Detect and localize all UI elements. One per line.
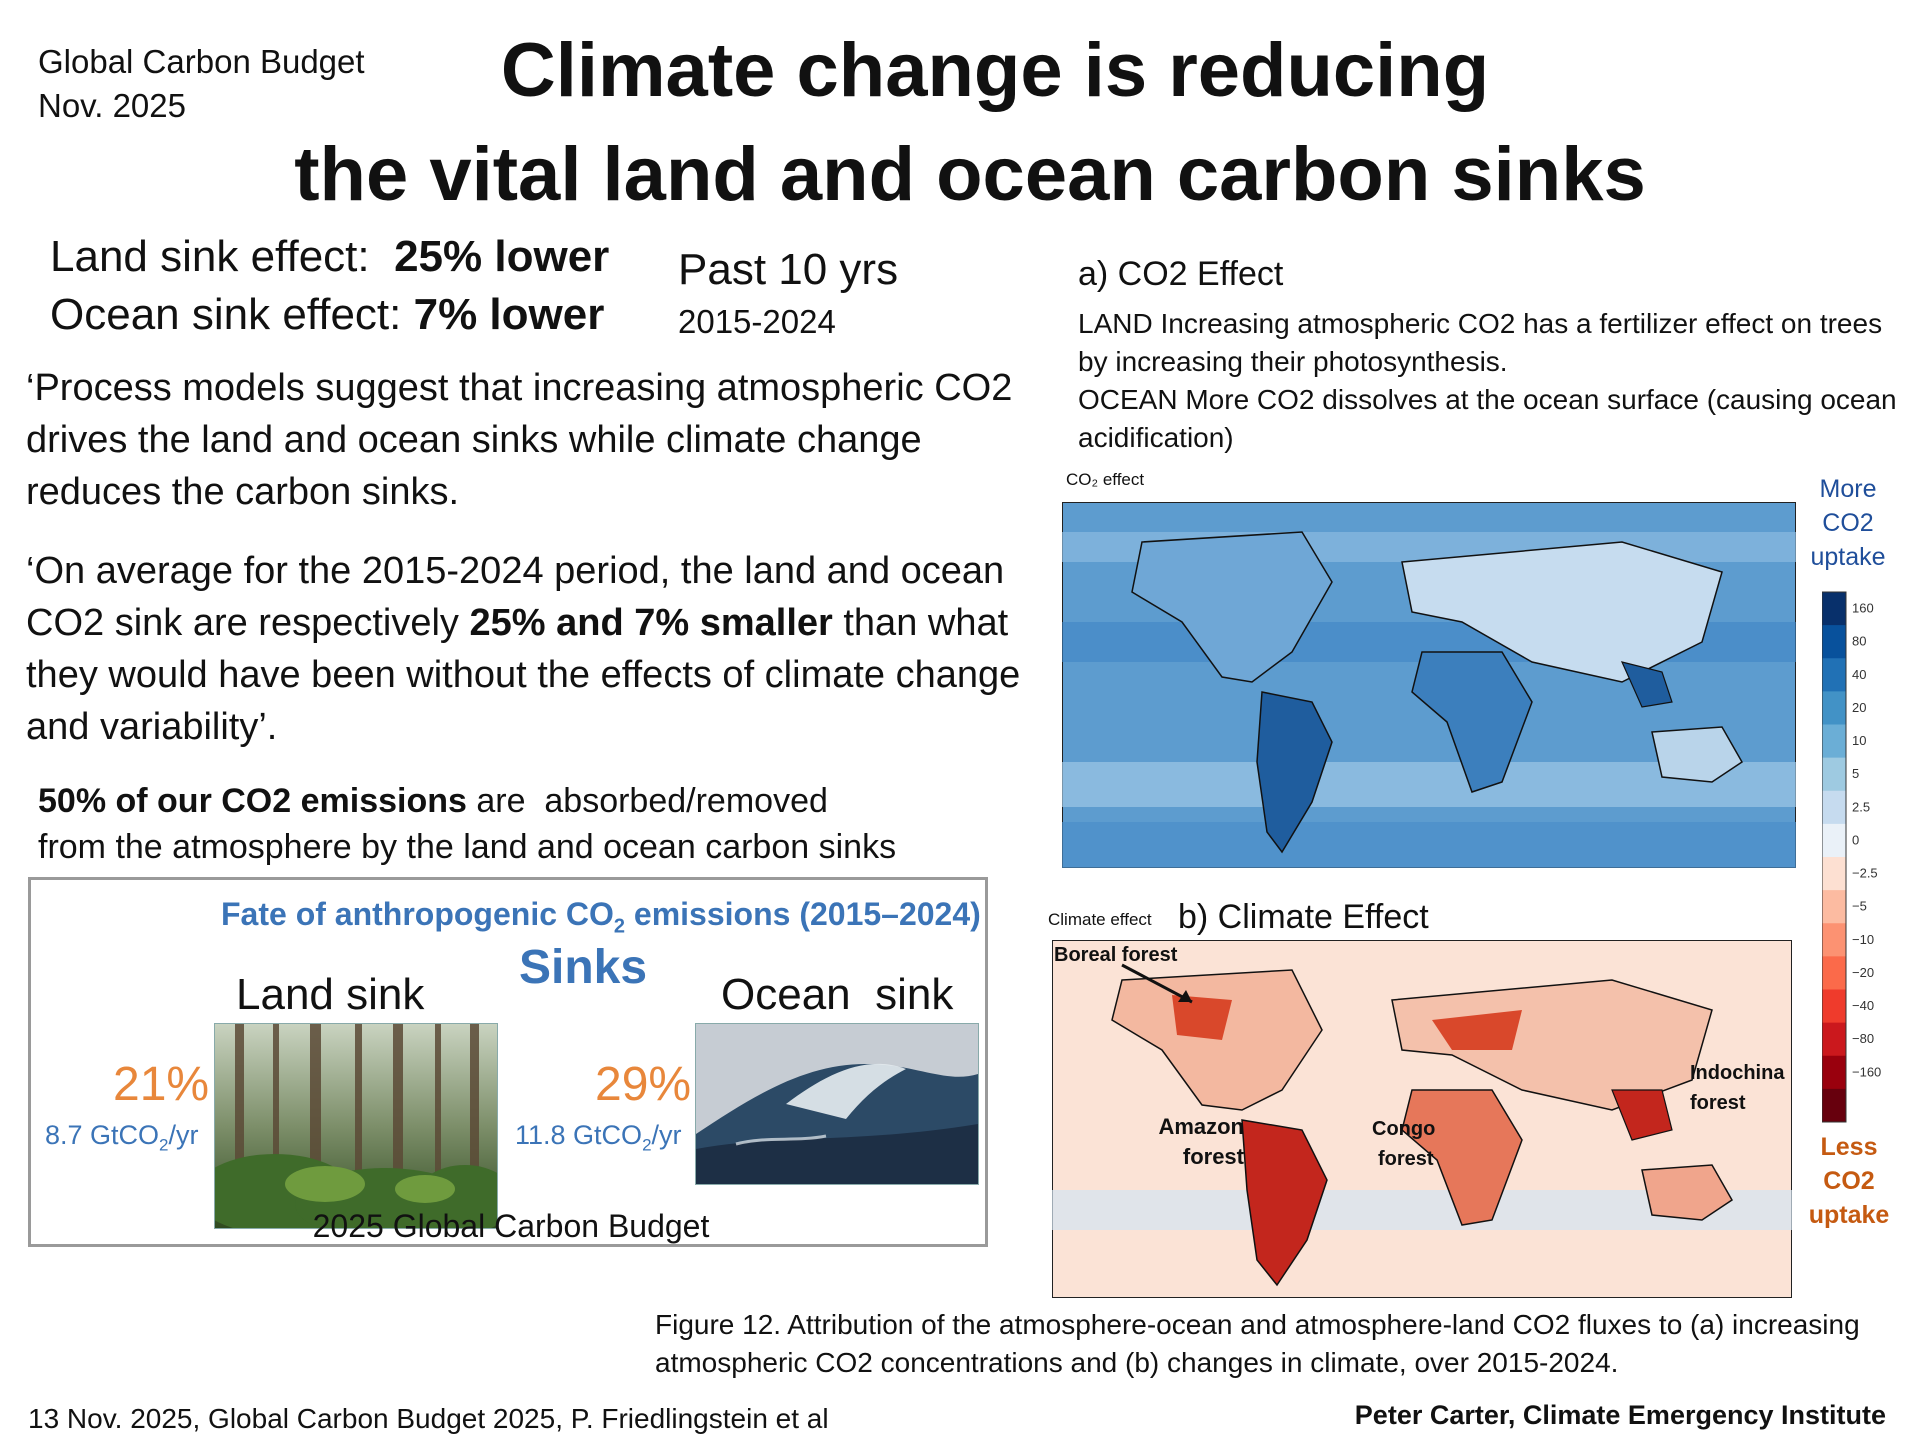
source-label-line1: Global Carbon Budget [38, 43, 365, 80]
label-indochina-forest: Indochina forest [1690, 1062, 1785, 1114]
figure-caption: Figure 12. Attribution of the atmosphere… [655, 1309, 1860, 1378]
climate-map-label: Climate effect [1048, 910, 1152, 929]
author-credit: Peter Carter, Climate Emergency Institut… [1354, 1400, 1886, 1430]
co2-effect-heading: a) CO2 Effect [1078, 255, 1284, 293]
colorbar-tick-label: 20 [1852, 700, 1866, 715]
legend-more-uptake: More CO2 uptake [1810, 475, 1886, 571]
co2-effect-land: LAND Increasing atmospheric CO2 has a fe… [1078, 308, 1883, 377]
colorbar-segment [1822, 1022, 1846, 1057]
colorbar: 160 80 40 20 10 5 2.5 0 −2.5 −5 −10 −20 −40 −80 −160 [1822, 591, 1881, 1123]
colorbar-tick-label: 5 [1852, 766, 1859, 781]
colorbar-frame [1822, 591, 1847, 1123]
legend-less-uptake: Less CO2 uptake [1808, 1133, 1890, 1229]
colorbar-segment [1822, 890, 1846, 924]
emissions-absorbed-bold: 50% of our CO2 emissions [38, 782, 467, 820]
co2-map-label: CO₂ effect [1066, 470, 1145, 489]
colorbar-tick-label: 80 [1852, 634, 1866, 649]
sinks-heading: Sinks [519, 941, 648, 994]
colorbar-tick-label: −40 [1852, 998, 1874, 1013]
sink-summary: Land sink effect: 25% lower Ocean sink e… [50, 228, 609, 344]
colorbar-segment [1822, 691, 1846, 725]
co2-effect-map [1062, 502, 1796, 868]
colorbar-tick-label: −10 [1852, 932, 1874, 947]
land-sink-percent: 21% [113, 1058, 210, 1111]
land-sink-value: 25% lower [394, 232, 610, 281]
colorbar-segment [1822, 790, 1846, 825]
citation: 13 Nov. 2025, Global Carbon Budget 2025,… [28, 1403, 829, 1434]
climate-effect-heading: b) Climate Effect [1178, 898, 1429, 936]
forest-photo [214, 1023, 498, 1229]
label-boreal-forest: Boreal forest [1054, 944, 1178, 966]
colorbar-tick-label: 0 [1852, 832, 1859, 847]
land-sink-flux: 8.7 GtCO2/yr [45, 1120, 199, 1155]
colorbar-tick-label: −5 [1852, 899, 1867, 914]
colorbar-segment [1822, 757, 1846, 792]
emissions-absorbed-note: 50% of our CO2 emissions are absorbed/re… [38, 782, 897, 866]
colorbar-tick-label: −20 [1852, 965, 1874, 980]
period-years: 2015-2024 [678, 303, 836, 340]
colorbar-tick-label: −80 [1852, 1031, 1874, 1046]
ocean-wave-photo [695, 1023, 979, 1185]
colorbar-segment [1822, 923, 1846, 957]
page-title-line1: Climate change is reducing [500, 28, 1490, 113]
colorbar-segment [1822, 857, 1846, 891]
colorbar-segment [1822, 989, 1846, 1024]
ocean-sink-flux: 11.8 GtCO2/yr [515, 1120, 682, 1155]
land-sink-heading: Land sink [236, 970, 425, 1019]
colorbar-tick-label: 160 [1852, 601, 1874, 616]
ocean-sink-percent: 29% [595, 1058, 692, 1111]
colorbar-tick-label: 10 [1852, 733, 1866, 748]
page-title-line2: the vital land and ocean carbon sinks [294, 132, 1646, 217]
land-sink-effect: Land sink effect: 25% lower [50, 232, 610, 281]
fate-title: Fate of anthropogenic CO2 emissions (201… [221, 896, 981, 938]
ocean-sink-effect: Ocean sink effect: 7% lower [50, 290, 605, 339]
colorbar-tick-label: 40 [1852, 667, 1866, 682]
fate-of-emissions-panel: Fate of anthropogenic CO2 emissions (201… [28, 877, 988, 1247]
co2-effect-description: LAND Increasing atmospheric CO2 has a fe… [1078, 305, 1918, 457]
ocean-sink-heading: Ocean sink [721, 970, 954, 1019]
colorbar-segment [1822, 724, 1846, 759]
colorbar-segment [1822, 956, 1846, 990]
quote-highlight: 25% and 7% smaller [469, 602, 833, 644]
colorbar-tick-label: −2.5 [1852, 866, 1878, 881]
label-congo-forest: Congo forest [1372, 1118, 1436, 1170]
quote-process-models: ‘Process models suggest that increasing … [26, 367, 1013, 513]
quote-average: ‘On average for the 2015-2024 period, th… [26, 550, 1021, 748]
colorbar-segment [1822, 1055, 1846, 1090]
label-amazon-forest: Amazon forest [1158, 1114, 1244, 1169]
colorbar-tick-label: −160 [1852, 1064, 1881, 1079]
period-label: Past 10 yrs [678, 245, 899, 294]
colorbar-segment [1822, 592, 1846, 626]
colorbar-segment [1822, 625, 1846, 659]
colorbar-tick-label: 2.5 [1852, 799, 1870, 814]
colorbar-segment [1822, 823, 1846, 858]
colorbar-segment [1822, 658, 1846, 692]
fate-source: 2025 Global Carbon Budget [312, 1208, 710, 1244]
ocean-sink-value: 7% lower [413, 290, 605, 339]
climate-effect-map [1052, 940, 1792, 1298]
source-label-line2: Nov. 2025 [38, 87, 186, 124]
colorbar-segment [1822, 1088, 1846, 1123]
source-label: Global Carbon Budget Nov. 2025 [38, 40, 365, 128]
co2-effect-ocean: OCEAN More CO2 dissolves at the ocean su… [1078, 384, 1897, 453]
